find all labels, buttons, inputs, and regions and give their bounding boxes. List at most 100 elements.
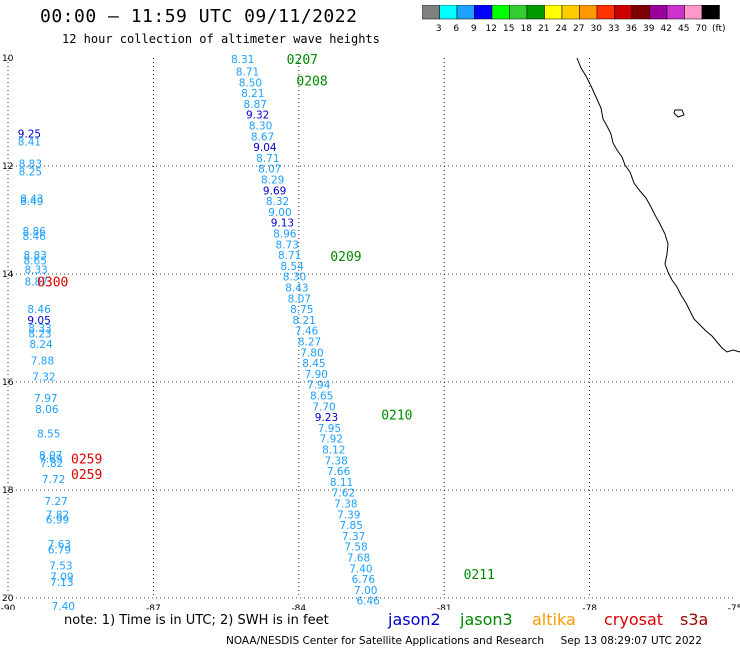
wave-height-point: 7.40	[52, 601, 75, 610]
wave-height-point: 7.13	[50, 577, 73, 589]
credit-line: NOAA/NESDIS Center for Satellite Applica…	[226, 635, 702, 647]
wave-height-point: 8.83	[24, 250, 47, 262]
colorbar-swatch	[701, 5, 720, 20]
wave-height-point: 7.90	[305, 369, 328, 381]
wave-height-point: 9.69	[263, 185, 286, 197]
colorbar-label: 15	[503, 24, 514, 34]
wave-height-point: 7.68	[347, 553, 370, 565]
wave-height-point: 8.21	[241, 88, 264, 100]
latitude-tick-label: 10	[2, 54, 14, 64]
wave-height-point: 8.75	[290, 304, 313, 316]
wave-height-point: 7.80	[300, 347, 323, 359]
color-scale-legend: 3 6 9 12 15 18 21 24 27 30 33 36 39 42 45 70 (ft)	[422, 5, 726, 34]
wave-height-point: 7.32	[32, 372, 55, 384]
satellite-label-jason2: jason2	[388, 610, 441, 629]
colorbar-label: 21	[538, 24, 549, 34]
colorbar-label: 9	[471, 24, 477, 34]
wave-height-point: 7.38	[324, 455, 347, 467]
wave-height-point: 8.30	[249, 121, 272, 133]
colorbar-label: 36	[626, 24, 638, 34]
coastline	[576, 57, 740, 353]
track-track_east: 8.318.718.508.218.879.328.308.679.048.71…	[231, 53, 495, 608]
wave-height-point: 8.71	[256, 153, 279, 165]
wave-height-point: 7.37	[342, 531, 365, 543]
wave-height-point: 7.92	[320, 434, 343, 446]
wave-height-point: 7.53	[49, 561, 72, 573]
longitude-tick-label: -78	[582, 604, 597, 610]
colorbar-label: 27	[573, 24, 584, 34]
wave-height-point: 8.06	[35, 404, 59, 416]
wave-height-point: 7.62	[332, 488, 355, 500]
wave-height-point: 7.69	[39, 454, 62, 466]
colorbar-label: (ft)	[712, 24, 726, 34]
wave-height-point: 7.88	[31, 355, 54, 367]
island	[673, 109, 685, 118]
wave-height-point: 8.21	[292, 315, 315, 327]
wave-height-point: 7.72	[42, 474, 65, 486]
wave-height-point: 7.70	[312, 401, 335, 413]
longitude-tick-label: -84	[291, 604, 306, 610]
wave-height-point: 7.09	[50, 571, 73, 583]
wave-height-point: 7.46	[295, 326, 319, 338]
wave-height-point: 7.63	[48, 539, 71, 551]
colorbar-label: 42	[661, 24, 672, 34]
colorbar-label: 18	[521, 24, 533, 34]
colorbar-label: 30	[591, 24, 603, 34]
wave-height-point: 8.71	[278, 250, 301, 262]
wave-height-point: 7.38	[334, 499, 357, 511]
wave-height-point: 8.67	[251, 131, 274, 143]
wave-height-point: 8.65	[310, 391, 333, 403]
wave-height-point: 8.41	[18, 137, 41, 149]
wave-height-point: 7.82	[40, 458, 63, 470]
colorbar-label: 39	[643, 24, 655, 34]
wave-height-point: 6.46	[356, 596, 380, 608]
wave-height-point: 8.46	[27, 304, 51, 316]
wave-height-point: 8.54	[280, 261, 304, 273]
wave-height-point: 8.31	[231, 54, 254, 66]
wave-height-point: 8.30	[283, 272, 306, 284]
wave-height-point: 8.86	[23, 226, 47, 238]
wave-height-point: 7.95	[318, 423, 341, 435]
graticule	[7, 58, 735, 599]
page-title: 00:00 — 11:59 UTC 09/11/2022	[40, 6, 358, 27]
wave-height-point: 8.29	[261, 175, 284, 187]
time-label: 0207	[287, 53, 318, 68]
wave-height-point: 8.23	[28, 328, 51, 340]
longitude-tick-label: -87	[146, 604, 161, 610]
time-label: 0259	[71, 453, 102, 468]
colorbar-label: 3	[436, 24, 442, 34]
colorbar-label: 70	[696, 24, 708, 34]
wave-height-point: 6.79	[48, 544, 71, 556]
track-track_west: 9.258.418.838.258.438.498.868.468.838.65…	[18, 129, 103, 610]
wave-height-point: 7.85	[340, 520, 363, 532]
wave-height-point: 7.40	[349, 563, 372, 575]
wave-height-point: 8.32	[266, 196, 289, 208]
latitude-tick-label: 18	[2, 486, 14, 496]
colorbar-label: 12	[486, 24, 497, 34]
wave-height-point: 8.87	[244, 99, 267, 111]
satellite-label-s3a: s3a	[680, 610, 709, 629]
wave-height-point: 7.27	[44, 496, 67, 508]
wave-height-point: 9.23	[315, 412, 338, 424]
wave-height-point: 8.87	[24, 277, 47, 289]
footer-note: note: 1) Time is in UTC; 2) SWH is in fe…	[64, 613, 329, 628]
wave-height-point: 6.99	[46, 515, 69, 527]
wave-height-point: 8.65	[24, 256, 47, 268]
colorbar-label: 6	[453, 24, 459, 34]
wave-height-point: 8.07	[288, 293, 311, 305]
time-label: 0208	[296, 75, 327, 90]
wave-height-point: 8.33	[24, 265, 47, 277]
time-label: 0209	[330, 250, 361, 265]
wave-height-point: 7.82	[46, 509, 69, 521]
longitude-tick-label: -90	[1, 604, 16, 610]
time-label: 0259	[71, 468, 102, 483]
wave-height-point: 8.25	[19, 166, 42, 178]
wave-height-point: 8.33	[28, 323, 51, 335]
wave-height-point: 9.25	[18, 129, 41, 141]
time-label: 0300	[37, 276, 68, 291]
wave-height-point: 8.07	[258, 164, 281, 176]
wave-height-point: 8.24	[29, 339, 53, 351]
wave-height-point: 8.50	[239, 77, 262, 89]
wave-height-point: 8.55	[37, 428, 60, 440]
